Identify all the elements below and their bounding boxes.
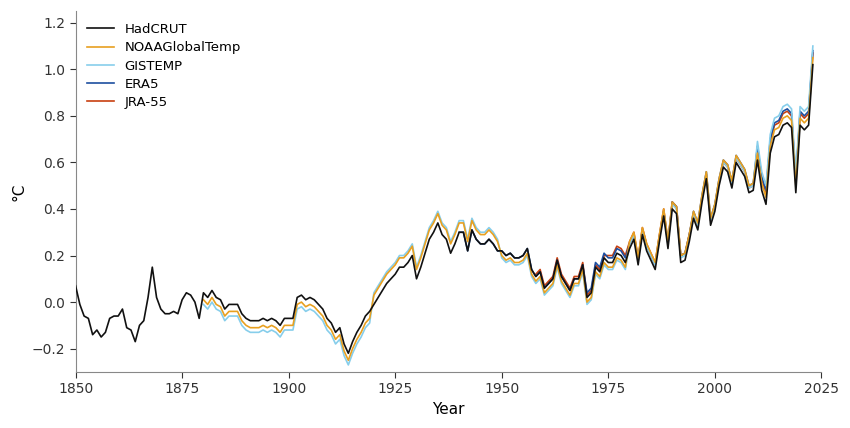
HadCRUT [561,281,571,286]
Line: NOAAGlobalTemp: NOAAGlobalTemp [203,58,813,360]
ERA5 [582,290,592,295]
ERA5 [458,230,468,235]
JRA-55 [654,232,665,237]
JRA-55 [752,146,762,151]
NOAAGlobalTemp [808,55,818,60]
GISTEMP [241,327,251,333]
ERA5 [616,248,626,253]
ERA5 [808,48,818,53]
X-axis label: Year: Year [433,402,465,417]
GISTEMP [638,227,648,232]
GISTEMP [808,44,818,49]
HadCRUT [71,283,81,288]
GISTEMP [390,260,400,265]
NOAAGlobalTemp [638,225,648,230]
ERA5 [475,241,485,247]
GISTEMP [343,363,354,368]
HadCRUT [343,351,354,356]
JRA-55 [582,292,592,297]
JRA-55 [530,272,541,277]
HadCRUT [808,62,818,67]
HadCRUT [471,237,481,242]
HadCRUT [100,330,110,335]
ERA5 [727,178,737,184]
HadCRUT [79,313,89,318]
NOAAGlobalTemp [288,323,298,328]
GISTEMP [701,172,711,177]
Y-axis label: °C: °C [11,182,26,201]
NOAAGlobalTemp [701,169,711,174]
NOAAGlobalTemp [390,262,400,268]
Line: ERA5: ERA5 [459,51,813,293]
JRA-55 [808,51,818,56]
HadCRUT [147,265,157,270]
GISTEMP [198,302,208,307]
JRA-55 [790,178,801,184]
HadCRUT [620,260,631,265]
ERA5 [744,183,754,188]
JRA-55 [604,253,614,258]
NOAAGlobalTemp [241,323,251,328]
GISTEMP [288,327,298,333]
ERA5 [454,230,464,235]
ERA5 [633,258,643,263]
Line: JRA-55: JRA-55 [536,53,813,295]
Line: HadCRUT: HadCRUT [76,65,813,353]
NOAAGlobalTemp [343,358,354,363]
NOAAGlobalTemp [198,297,208,302]
Legend: HadCRUT, NOAAGlobalTemp, GISTEMP, ERA5, JRA-55: HadCRUT, NOAAGlobalTemp, GISTEMP, ERA5, … [82,18,246,114]
GISTEMP [693,223,703,228]
JRA-55 [620,253,631,258]
JRA-55 [552,255,562,260]
NOAAGlobalTemp [693,220,703,226]
Line: GISTEMP: GISTEMP [203,46,813,365]
